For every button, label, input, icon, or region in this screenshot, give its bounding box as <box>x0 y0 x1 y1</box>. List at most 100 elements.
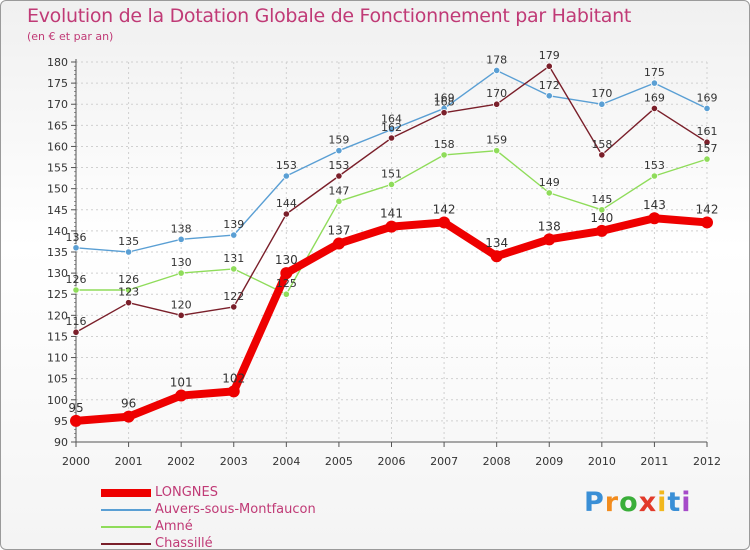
data-point-amn- <box>703 155 711 163</box>
x-tick-label: 2000 <box>62 455 90 468</box>
data-label-longnes: 130 <box>275 253 298 267</box>
data-point-chassill- <box>72 328 80 336</box>
series-group <box>70 62 713 427</box>
data-point-auvers-sous-montfaucon <box>703 104 711 113</box>
y-tick-label: 160 <box>47 140 68 153</box>
data-label-longnes: 95 <box>68 401 83 415</box>
data-label-longnes: 142 <box>696 202 719 216</box>
data-point-amn- <box>545 189 553 197</box>
data-point-amn- <box>72 286 80 294</box>
data-label-auvers-sous-montfaucon: 153 <box>276 159 297 172</box>
data-point-amn- <box>387 180 396 189</box>
data-point-chassill- <box>545 62 553 70</box>
data-label-longnes: 143 <box>643 198 666 212</box>
data-label-amn-: 131 <box>223 252 244 265</box>
x-tick-label: 2011 <box>640 455 668 468</box>
data-label-chassill-: 179 <box>539 49 560 62</box>
data-point-auvers-sous-montfaucon <box>335 147 343 155</box>
legend-swatch <box>101 543 151 545</box>
data-point-amn- <box>598 206 606 214</box>
legend-swatch <box>101 526 151 528</box>
data-point-auvers-sous-montfaucon <box>387 125 396 134</box>
data-label-amn-: 125 <box>276 277 297 290</box>
data-point-auvers-sous-montfaucon <box>598 100 606 108</box>
data-point-longnes <box>543 233 556 246</box>
chart-subtitle: (en € et par an) <box>27 30 114 43</box>
data-point-chassill- <box>650 104 659 113</box>
x-tick-label: 2007 <box>430 455 458 468</box>
data-point-chassill- <box>387 134 396 142</box>
grid-lines <box>76 61 708 442</box>
data-label-chassill-: 169 <box>644 91 665 104</box>
data-point-auvers-sous-montfaucon <box>230 231 238 239</box>
data-point-amn- <box>124 286 133 294</box>
y-tick-label: 105 <box>47 373 68 386</box>
data-label-auvers-sous-montfaucon: 139 <box>223 218 244 231</box>
data-label-longnes: 96 <box>121 397 136 411</box>
logo-letter: o <box>619 487 639 518</box>
data-point-chassill- <box>230 303 238 311</box>
data-label-chassill-: 144 <box>276 197 297 210</box>
data-label-chassill-: 122 <box>223 290 244 303</box>
data-label-chassill-: 116 <box>66 315 87 328</box>
x-tick-label: 2009 <box>535 455 563 468</box>
legend-swatch <box>101 489 151 497</box>
y-tick-labels: 90 95 100 105 110 115 120 125 130 135 140 145 150 155… <box>47 56 68 449</box>
data-point-longnes <box>280 267 293 280</box>
x-tick-label: 2008 <box>483 455 511 468</box>
data-label-longnes: 134 <box>485 236 508 250</box>
data-label-amn-: 149 <box>539 176 560 189</box>
data-label-auvers-sous-montfaucon: 175 <box>644 66 665 79</box>
data-point-auvers-sous-montfaucon <box>545 92 553 100</box>
data-point-chassill- <box>282 210 290 218</box>
y-tick-label: 115 <box>47 330 68 343</box>
legend-label: LONGNES <box>155 485 219 500</box>
y-tick-label: 125 <box>47 288 68 301</box>
data-point-longnes <box>490 250 503 263</box>
x-tick-label: 2002 <box>167 455 195 468</box>
x-tick-label: 2005 <box>325 455 353 468</box>
data-point-auvers-sous-montfaucon <box>124 248 133 256</box>
data-label-amn-: 158 <box>434 138 455 151</box>
x-tick-label: 2006 <box>378 455 406 468</box>
y-tick-label: 140 <box>47 225 68 238</box>
data-point-longnes <box>175 389 188 402</box>
data-point-auvers-sous-montfaucon <box>650 79 659 87</box>
data-point-longnes <box>385 220 398 233</box>
data-label-amn-: 159 <box>486 134 507 147</box>
data-label-longnes: 140 <box>590 211 613 225</box>
y-tick-label: 100 <box>47 394 68 407</box>
y-tick-label: 145 <box>47 204 68 217</box>
data-label-longnes: 137 <box>327 224 350 238</box>
x-tick-label: 2010 <box>588 455 616 468</box>
data-point-amn- <box>493 147 501 155</box>
x-tick-label: 2001 <box>115 455 143 468</box>
x-tick-label: 2012 <box>693 455 721 468</box>
y-tick-label: 120 <box>47 309 68 322</box>
y-tick-label: 95 <box>54 415 68 428</box>
y-tick-label: 155 <box>47 162 68 175</box>
data-point-chassill- <box>177 311 185 319</box>
logo-letter: r <box>604 487 620 518</box>
data-label-chassill-: 162 <box>381 121 402 134</box>
y-tick-label: 165 <box>47 119 68 132</box>
logo-letter: i <box>681 487 692 518</box>
data-label-amn-: 147 <box>328 184 349 197</box>
data-label-auvers-sous-montfaucon: 172 <box>539 79 560 92</box>
data-point-auvers-sous-montfaucon <box>72 244 80 252</box>
data-point-auvers-sous-montfaucon <box>493 66 501 75</box>
data-point-chassill- <box>440 109 448 117</box>
data-label-auvers-sous-montfaucon: 170 <box>591 87 612 100</box>
y-tick-label: 90 <box>54 436 68 449</box>
data-label-amn-: 153 <box>644 159 665 172</box>
data-label-longnes: 142 <box>433 202 456 216</box>
logo-letter: x <box>638 487 658 518</box>
x-tick-label: 2004 <box>272 455 300 468</box>
logo-letter: t <box>667 487 682 518</box>
y-tick-label: 135 <box>47 246 68 259</box>
data-label-amn-: 151 <box>381 167 402 180</box>
logo-letter: i <box>657 487 668 518</box>
data-label-amn-: 126 <box>66 273 87 286</box>
